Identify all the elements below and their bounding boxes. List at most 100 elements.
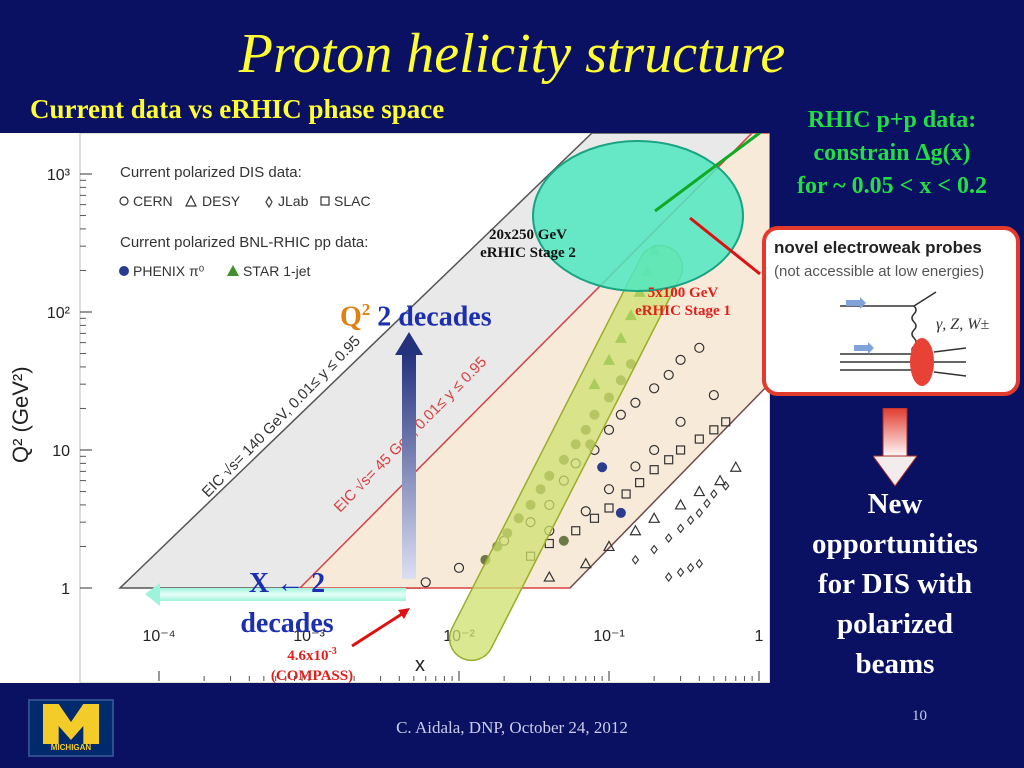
probe-arrow xyxy=(689,216,761,276)
cern-point xyxy=(630,461,641,472)
x-arrow-shaft xyxy=(158,588,406,601)
legend-dis-header: Current polarized DIS data: xyxy=(120,164,302,181)
slac-point xyxy=(709,425,719,435)
jlab-point xyxy=(703,498,711,509)
legend-slac: SLAC xyxy=(334,193,371,209)
probe-subtitle: (not accessible at low energies) xyxy=(774,263,985,280)
y-tick-label: 10² xyxy=(47,305,71,322)
x-decades-line2: decades xyxy=(240,608,334,639)
slide-title: Proton helicity structure xyxy=(238,23,786,85)
jlab-point xyxy=(631,554,640,565)
q2-decades-text: 2 decades xyxy=(377,301,492,333)
cern-point xyxy=(580,506,591,517)
desy-point xyxy=(543,570,556,582)
compass-value-base: 4.6x10 xyxy=(287,648,329,664)
q2-label: Q xyxy=(340,301,362,333)
cern-point xyxy=(453,562,465,573)
cern-point xyxy=(603,424,615,435)
jlab-point xyxy=(722,480,730,491)
cern-point xyxy=(663,369,674,381)
stage2-label: 20x250 GeV eRHIC Stage 2 xyxy=(458,226,598,262)
new-opps-line1: New xyxy=(867,488,923,520)
legend-star: STAR 1-jet xyxy=(243,263,311,279)
y-tick-label: 10³ xyxy=(47,167,71,184)
cern-point xyxy=(649,444,660,456)
feynman-diagram-icon xyxy=(840,291,967,386)
acceptance-line xyxy=(569,382,770,589)
legend-star-marker xyxy=(227,265,239,276)
cern-point xyxy=(675,354,686,365)
rhic-arrow xyxy=(654,133,763,213)
q2-arrow-shaft xyxy=(402,353,416,579)
jlab-point xyxy=(686,515,695,526)
probe-bosons: γ, Z, W± xyxy=(936,316,990,333)
stage1-label: 5x100 GeV eRHIC Stage 1 xyxy=(618,284,748,320)
compass-value-exp: -3 xyxy=(328,646,337,657)
michigan-logo: MICHIGAN xyxy=(28,699,114,757)
slide-footer: C. Aidala, DNP, October 24, 2012 xyxy=(396,718,628,737)
phenix-point xyxy=(615,507,626,518)
legend-desy: DESY xyxy=(202,193,241,209)
slac-point xyxy=(675,445,686,455)
x-axis-label: x xyxy=(415,654,425,676)
x-decades-two: 2 xyxy=(311,568,326,599)
y-axis-label-text: Q² (GeV²) xyxy=(8,366,33,463)
desy-point xyxy=(579,557,592,569)
legend: Current polarized DIS data: CERN DESY JL… xyxy=(119,164,371,279)
cern-point xyxy=(708,389,719,401)
compass-arrow xyxy=(351,610,406,648)
new-opps-line4: polarized xyxy=(837,608,953,640)
y-tick-label: 10 xyxy=(52,443,70,460)
page-number: 10 xyxy=(912,708,927,724)
rhic-note-line2: constrain Δg(x) xyxy=(813,140,971,166)
legend-cern-marker xyxy=(119,196,129,206)
rhic-note-line3: for ~ 0.05 < x < 0.2 xyxy=(796,173,988,199)
new-opps-line5: beams xyxy=(855,648,935,680)
phenix-point xyxy=(558,535,569,546)
compass-value: 4.6x10-3 xyxy=(250,642,374,666)
cern-point xyxy=(630,397,641,408)
rhic-note: RHIC p+p data: constrain Δg(x) for ~ 0.0… xyxy=(760,104,1024,203)
q2-arrow-head xyxy=(395,332,423,355)
michigan-logo-text: MICHIGAN xyxy=(50,743,92,752)
phenix-point xyxy=(597,462,608,473)
probe-title: novel electroweak probes xyxy=(774,238,982,257)
jlab-point xyxy=(686,562,695,573)
compass-name: (COMPASS) xyxy=(270,668,354,684)
cern-point xyxy=(420,577,431,588)
x-tick-label: 10⁻⁴ xyxy=(142,628,175,645)
rhic-highlight-ellipse xyxy=(532,140,744,292)
q2-decades-label: Q2 2 decades xyxy=(340,300,492,333)
slac-point xyxy=(721,417,731,427)
new-opps-line2: opportunities xyxy=(812,528,978,560)
jlab-point xyxy=(676,567,685,578)
legend-jlab: JLab xyxy=(278,193,309,209)
jlab-point xyxy=(665,533,673,543)
legend-slac-marker xyxy=(320,196,330,206)
jlab-point xyxy=(650,544,658,555)
y-tick-label: 1 xyxy=(61,581,70,598)
cern-point xyxy=(615,409,626,420)
cern-point xyxy=(675,416,686,427)
slac-point xyxy=(664,455,674,465)
stage1-line2: eRHIC Stage 1 xyxy=(635,303,731,319)
desy-point xyxy=(729,461,742,472)
legend-desy-marker xyxy=(185,194,197,207)
cern-point xyxy=(694,342,705,353)
x-decades-x: X xyxy=(248,568,270,599)
slac-point xyxy=(694,434,704,444)
stage2-line2: eRHIC Stage 2 xyxy=(480,245,576,261)
jlab-point xyxy=(695,558,703,569)
new-opps-line3: for DIS with xyxy=(817,568,973,600)
jlab-point xyxy=(665,572,673,582)
y-axis-label: Q² (GeV²) xyxy=(8,366,33,463)
desy-point xyxy=(714,474,727,486)
desy-point xyxy=(648,512,661,523)
x-tick-label: 10⁻¹ xyxy=(593,628,625,645)
slac-point xyxy=(649,465,659,475)
stage2-line1: 20x250 GeV xyxy=(489,227,567,243)
cern-point xyxy=(649,383,660,394)
